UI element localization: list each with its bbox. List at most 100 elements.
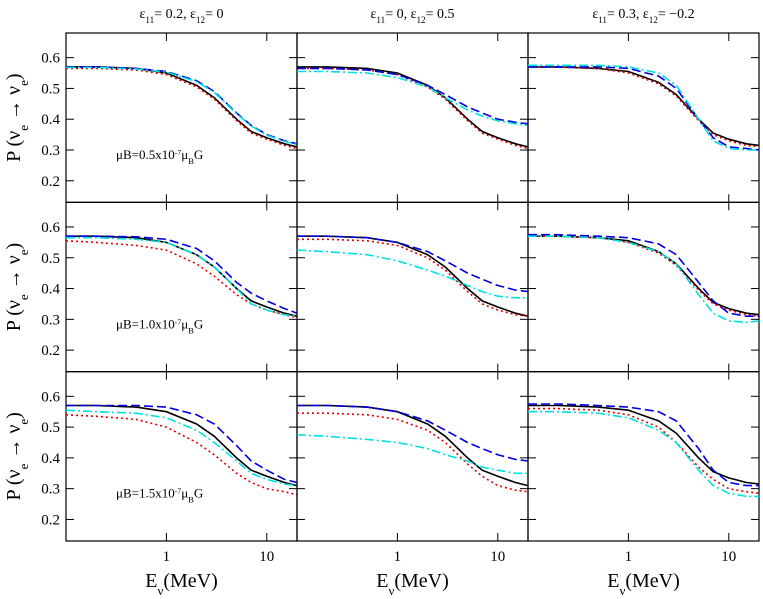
text-part: E (607, 570, 619, 592)
x-tick-label: 10 (259, 549, 274, 565)
text-part: = 0.5 (426, 7, 455, 22)
text-part: ν (388, 583, 394, 598)
text-part: ε (592, 7, 598, 22)
series-line (66, 66, 298, 148)
y-tick-label: 0.2 (41, 174, 60, 190)
series-line (296, 434, 528, 475)
plot-frame (527, 371, 760, 542)
text-part: P (ν (3, 131, 25, 162)
text-part: → ν (3, 255, 25, 294)
series-line (297, 404, 529, 462)
y-tick-label: 0.5 (41, 251, 60, 267)
text-part: e (16, 294, 31, 300)
y-tick-label: 0.3 (41, 143, 60, 159)
text-part: = 0.2, ε (154, 7, 196, 22)
series-line (528, 64, 759, 151)
series-line (66, 67, 298, 150)
text-part: → ν (3, 86, 25, 125)
series-line (65, 240, 298, 319)
text-part: (MeV) (163, 570, 217, 592)
plot-frame (65, 371, 298, 542)
text-part: G (194, 316, 203, 331)
text-part: G (194, 486, 203, 501)
y-axis-label: P (νe → νe) (3, 412, 31, 500)
text-part: ) (3, 412, 25, 419)
series-line (297, 67, 529, 125)
series-line (297, 66, 529, 148)
y-tick-label: 0.4 (41, 112, 60, 128)
plot-frame (65, 32, 298, 203)
text-part: E (145, 570, 157, 592)
series-line (296, 249, 528, 299)
y-tick-label: 0.2 (41, 512, 60, 528)
column-title: ε11= 0.2, ε12= 0 (140, 7, 224, 25)
y-tick-label: 0.6 (41, 389, 60, 405)
y-tick-label: 0.5 (41, 420, 60, 436)
text-part: 11 (598, 15, 607, 25)
text-part: (MeV) (394, 570, 448, 592)
series-line (66, 235, 298, 317)
series-line (528, 66, 760, 148)
series-line (297, 70, 529, 127)
column-title: ε11= 0.3, ε12= −0.2 (592, 7, 694, 25)
y-tick-label: 0.3 (41, 482, 60, 498)
y-tick-label: 0.5 (41, 81, 60, 97)
series-line (66, 235, 298, 314)
plot-frame (527, 32, 760, 203)
x-axis-label: Eν(MeV) (145, 570, 218, 598)
series-line (528, 410, 759, 498)
x-tick-label: 10 (721, 549, 736, 565)
plot-frame (296, 201, 529, 373)
series-line (528, 404, 760, 485)
series-line (66, 404, 298, 484)
text-part: e (16, 80, 31, 86)
text-part: 11 (376, 15, 385, 25)
text-part: B (188, 495, 194, 505)
plot-frame (296, 32, 529, 203)
text-part: e (16, 419, 31, 425)
plot-frame (527, 201, 760, 373)
y-axis-label: P (νe → νe) (3, 73, 31, 161)
text-part: 12 (416, 15, 426, 25)
series-line (66, 236, 298, 317)
text-part: μ (181, 147, 188, 162)
text-part: ) (3, 73, 25, 80)
y-tick-label: 0.6 (41, 220, 60, 236)
text-part: -7 (175, 486, 182, 495)
series-line (65, 414, 298, 496)
series-line (528, 403, 759, 487)
series-line (297, 404, 529, 487)
text-part: ) (3, 243, 25, 250)
text-part: e (16, 125, 31, 131)
series-line (528, 235, 760, 317)
text-part: (MeV) (625, 570, 679, 592)
text-part: ν (619, 583, 625, 598)
series-line (297, 412, 529, 493)
plot-frame (65, 201, 298, 373)
y-tick-label: 0.2 (41, 343, 60, 359)
series-line (66, 404, 298, 487)
y-tick-label: 0.3 (41, 312, 60, 328)
x-tick-label: 1 (625, 549, 633, 565)
text-part: μB=1.5x10 (116, 486, 175, 501)
x-tick-label: 1 (394, 549, 402, 565)
text-part: → ν (3, 425, 25, 464)
series-line (528, 407, 760, 495)
text-part: 12 (649, 15, 659, 25)
annotation: μB=1.0x10-7μBG (116, 316, 203, 335)
annotation: μB=1.5x10-7μBG (116, 486, 203, 505)
text-part: P (ν (3, 300, 25, 331)
x-axis-label: Eν(MeV) (607, 570, 680, 598)
text-part: μ (181, 316, 188, 331)
y-axis-label: P (νe → νe) (3, 243, 31, 331)
text-part: = 0.3, ε (607, 7, 649, 22)
series-line (65, 409, 298, 487)
plot-frame (296, 371, 529, 542)
text-part: ε (371, 7, 377, 22)
series-line (297, 235, 529, 317)
series-line (297, 235, 529, 293)
x-tick-label: 10 (490, 549, 505, 565)
column-title: ε11= 0, ε12= 0.5 (371, 7, 455, 25)
text-part: E (376, 570, 388, 592)
y-tick-label: 0.4 (41, 282, 60, 298)
